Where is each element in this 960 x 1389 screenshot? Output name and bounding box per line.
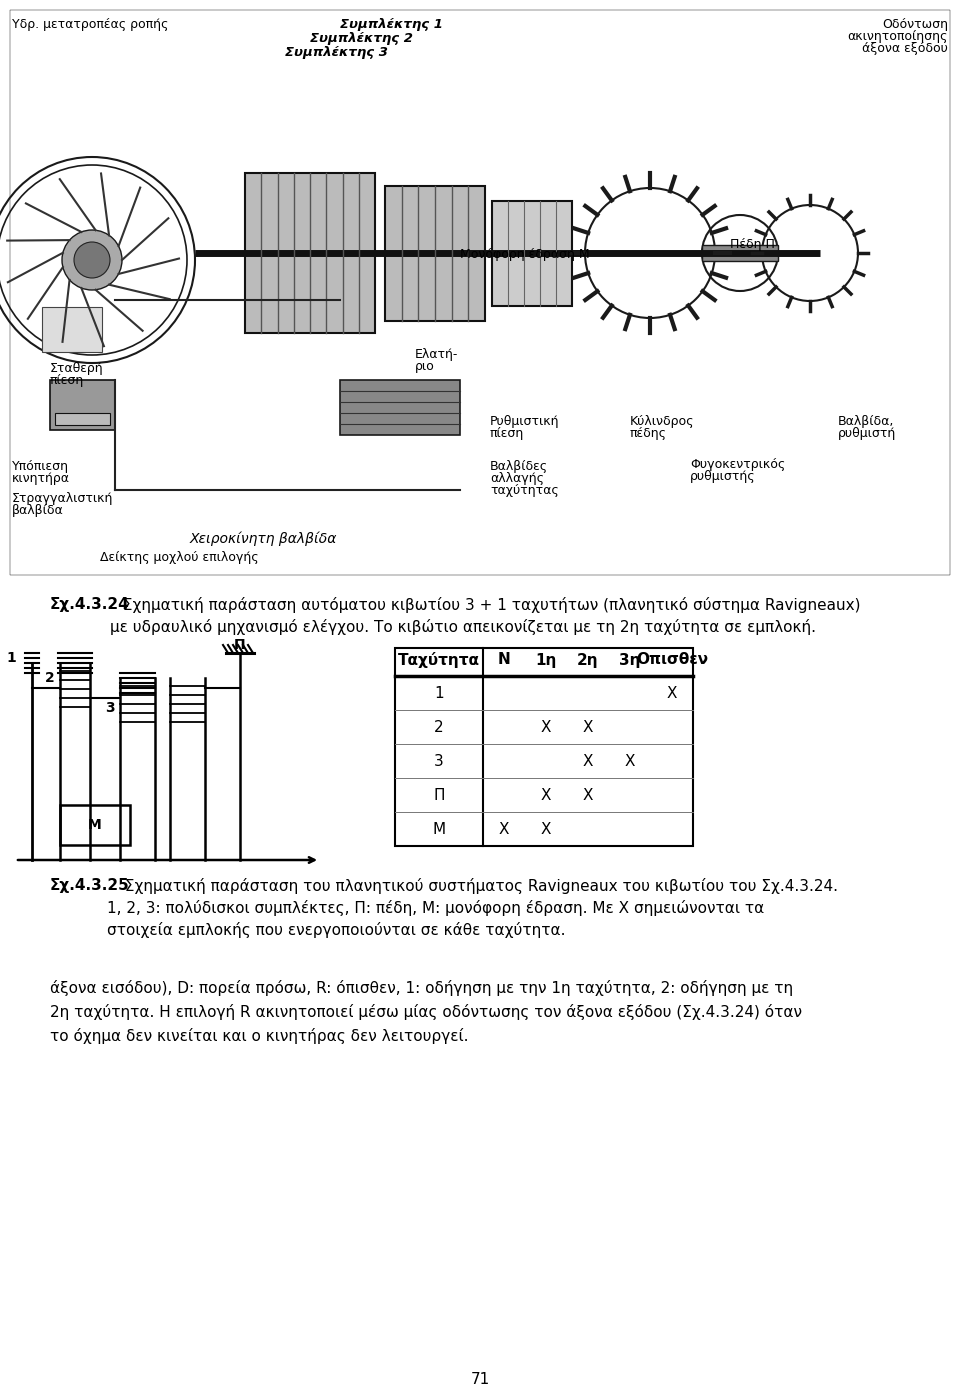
Text: ρυθμιστή: ρυθμιστή [838,426,897,440]
Text: Οπισθεν: Οπισθεν [636,653,708,668]
Text: X: X [667,686,677,700]
Text: Υπόπιεση: Υπόπιεση [12,460,69,474]
Text: κινητήρα: κινητήρα [12,472,70,485]
Text: Χειροκίνητη βαλβίδα: Χειροκίνητη βαλβίδα [190,532,337,546]
Text: Σχηματική παράσταση αυτόματου κιβωτίου 3 + 1 ταχυτήτων (πλανητικό σύστημα Ravign: Σχηματική παράσταση αυτόματου κιβωτίου 3… [118,597,860,613]
Text: 3: 3 [434,753,444,768]
Text: Μονόφορη έδραση Μ: Μονόφορη έδραση Μ [460,249,589,261]
Text: Π: Π [433,788,444,803]
Bar [702,244,778,261]
Text: 71: 71 [470,1372,490,1388]
Text: Οδόντωση: Οδόντωση [882,18,948,31]
Text: 2: 2 [434,720,444,735]
Text: Συμπλέκτης 2: Συμπλέκτης 2 [310,32,413,44]
Bar [42,307,102,351]
Text: Βαλβίδες: Βαλβίδες [490,460,548,474]
Text: X: X [540,788,551,803]
Text: Πέδη Π: Πέδη Π [730,238,775,251]
Text: 1η: 1η [536,653,557,668]
Text: Συμπλέκτης 3: Συμπλέκτης 3 [285,46,388,58]
Text: στοιχεία εμπλοκής που ενεργοποιούνται σε κάθε ταχύτητα.: στοιχεία εμπλοκής που ενεργοποιούνται σε… [107,922,565,938]
Text: με υδραυλικό μηχανισμό ελέγχου. Το κιβώτιο απεικονίζεται με τη 2η ταχύτητα σε εμ: με υδραυλικό μηχανισμό ελέγχου. Το κιβώτ… [110,619,816,635]
Circle shape [74,242,110,278]
Text: Υδρ. μετατροπέας ροπής: Υδρ. μετατροπέας ροπής [12,18,168,31]
Text: άξονα εισόδου), D: πορεία πρόσω, R: όπισθεν, 1: οδήγηση με την 1η ταχύτητα, 2: ο: άξονα εισόδου), D: πορεία πρόσω, R: όπισ… [50,981,793,996]
Text: X: X [583,788,593,803]
Text: M: M [432,821,445,836]
Text: Συμπλέκτης 1: Συμπλέκτης 1 [340,18,443,31]
Text: αλλαγής: αλλαγής [490,472,544,485]
Text: Σταθερή: Σταθερή [50,363,104,375]
Text: Σχηματική παράσταση του πλανητικού συστήματος Ravigneaux του κιβωτίου του Σχ.4.3: Σχηματική παράσταση του πλανητικού συστή… [120,878,838,895]
Text: ταχύτητας: ταχύτητας [490,483,559,497]
Text: 3: 3 [106,701,115,715]
Bar [395,649,693,846]
Text: το όχημα δεν κινείται και ο κινητήρας δεν λειτουργεί.: το όχημα δεν κινείται και ο κινητήρας δε… [50,1028,468,1045]
Text: Βαλβίδα,: Βαλβίδα, [838,415,895,428]
Text: Φυγοκεντρικός: Φυγοκεντρικός [690,458,785,471]
Text: Ελατή-: Ελατή- [415,349,458,361]
Text: N: N [497,653,511,668]
Text: X: X [625,753,636,768]
Bar [60,806,130,845]
Text: 2η: 2η [577,653,599,668]
Bar [245,174,375,333]
Text: 1: 1 [7,651,16,665]
Text: 2: 2 [45,671,55,685]
Text: X: X [583,753,593,768]
Text: X: X [540,821,551,836]
Text: Π: Π [234,638,246,651]
Text: X: X [540,720,551,735]
Text: πίεση: πίεση [490,426,524,440]
Text: 3η: 3η [619,653,640,668]
Text: Ταχύτητα: Ταχύτητα [398,651,480,668]
Text: 1: 1 [434,686,444,700]
Text: Στραγγαλιστική: Στραγγαλιστική [12,492,113,506]
Text: πέδης: πέδης [630,426,667,440]
Text: άξονα εξόδου: άξονα εξόδου [862,42,948,56]
Text: ακινητοποίησης: ακινητοποίησης [848,31,948,43]
Text: Σχ.4.3.25: Σχ.4.3.25 [50,878,130,893]
Text: πίεση: πίεση [50,374,84,388]
Text: 1, 2, 3: πολύδισκοι συμπλέκτες, Π: πέδη, Μ: μονόφορη έδραση. Με Χ σημειώνονται τ: 1, 2, 3: πολύδισκοι συμπλέκτες, Π: πέδη,… [107,900,764,915]
Text: X: X [583,720,593,735]
Text: ρυθμιστής: ρυθμιστής [690,469,756,483]
Text: M: M [88,818,102,832]
Text: X: X [499,821,509,836]
Bar [492,200,572,306]
Bar [385,186,485,321]
Text: Σχ.4.3.24: Σχ.4.3.24 [50,597,130,613]
Bar [10,10,950,575]
Bar [340,381,460,435]
Text: Ρυθμιστική: Ρυθμιστική [490,415,560,428]
Text: 2η ταχύτητα. Η επιλογή R ακινητοποιεί μέσω μίας οδόντωσης τον άξονα εξόδου (Σχ.4: 2η ταχύτητα. Η επιλογή R ακινητοποιεί μέ… [50,1004,802,1020]
Text: Κύλινδρος: Κύλινδρος [630,415,694,428]
Bar [50,381,115,431]
Bar [55,413,110,425]
Text: ριο: ριο [415,360,435,374]
Circle shape [62,231,122,290]
Text: Δείκτης μοχλού επιλογής: Δείκτης μοχλού επιλογής [100,551,258,564]
Text: βαλβίδα: βαλβίδα [12,504,63,517]
